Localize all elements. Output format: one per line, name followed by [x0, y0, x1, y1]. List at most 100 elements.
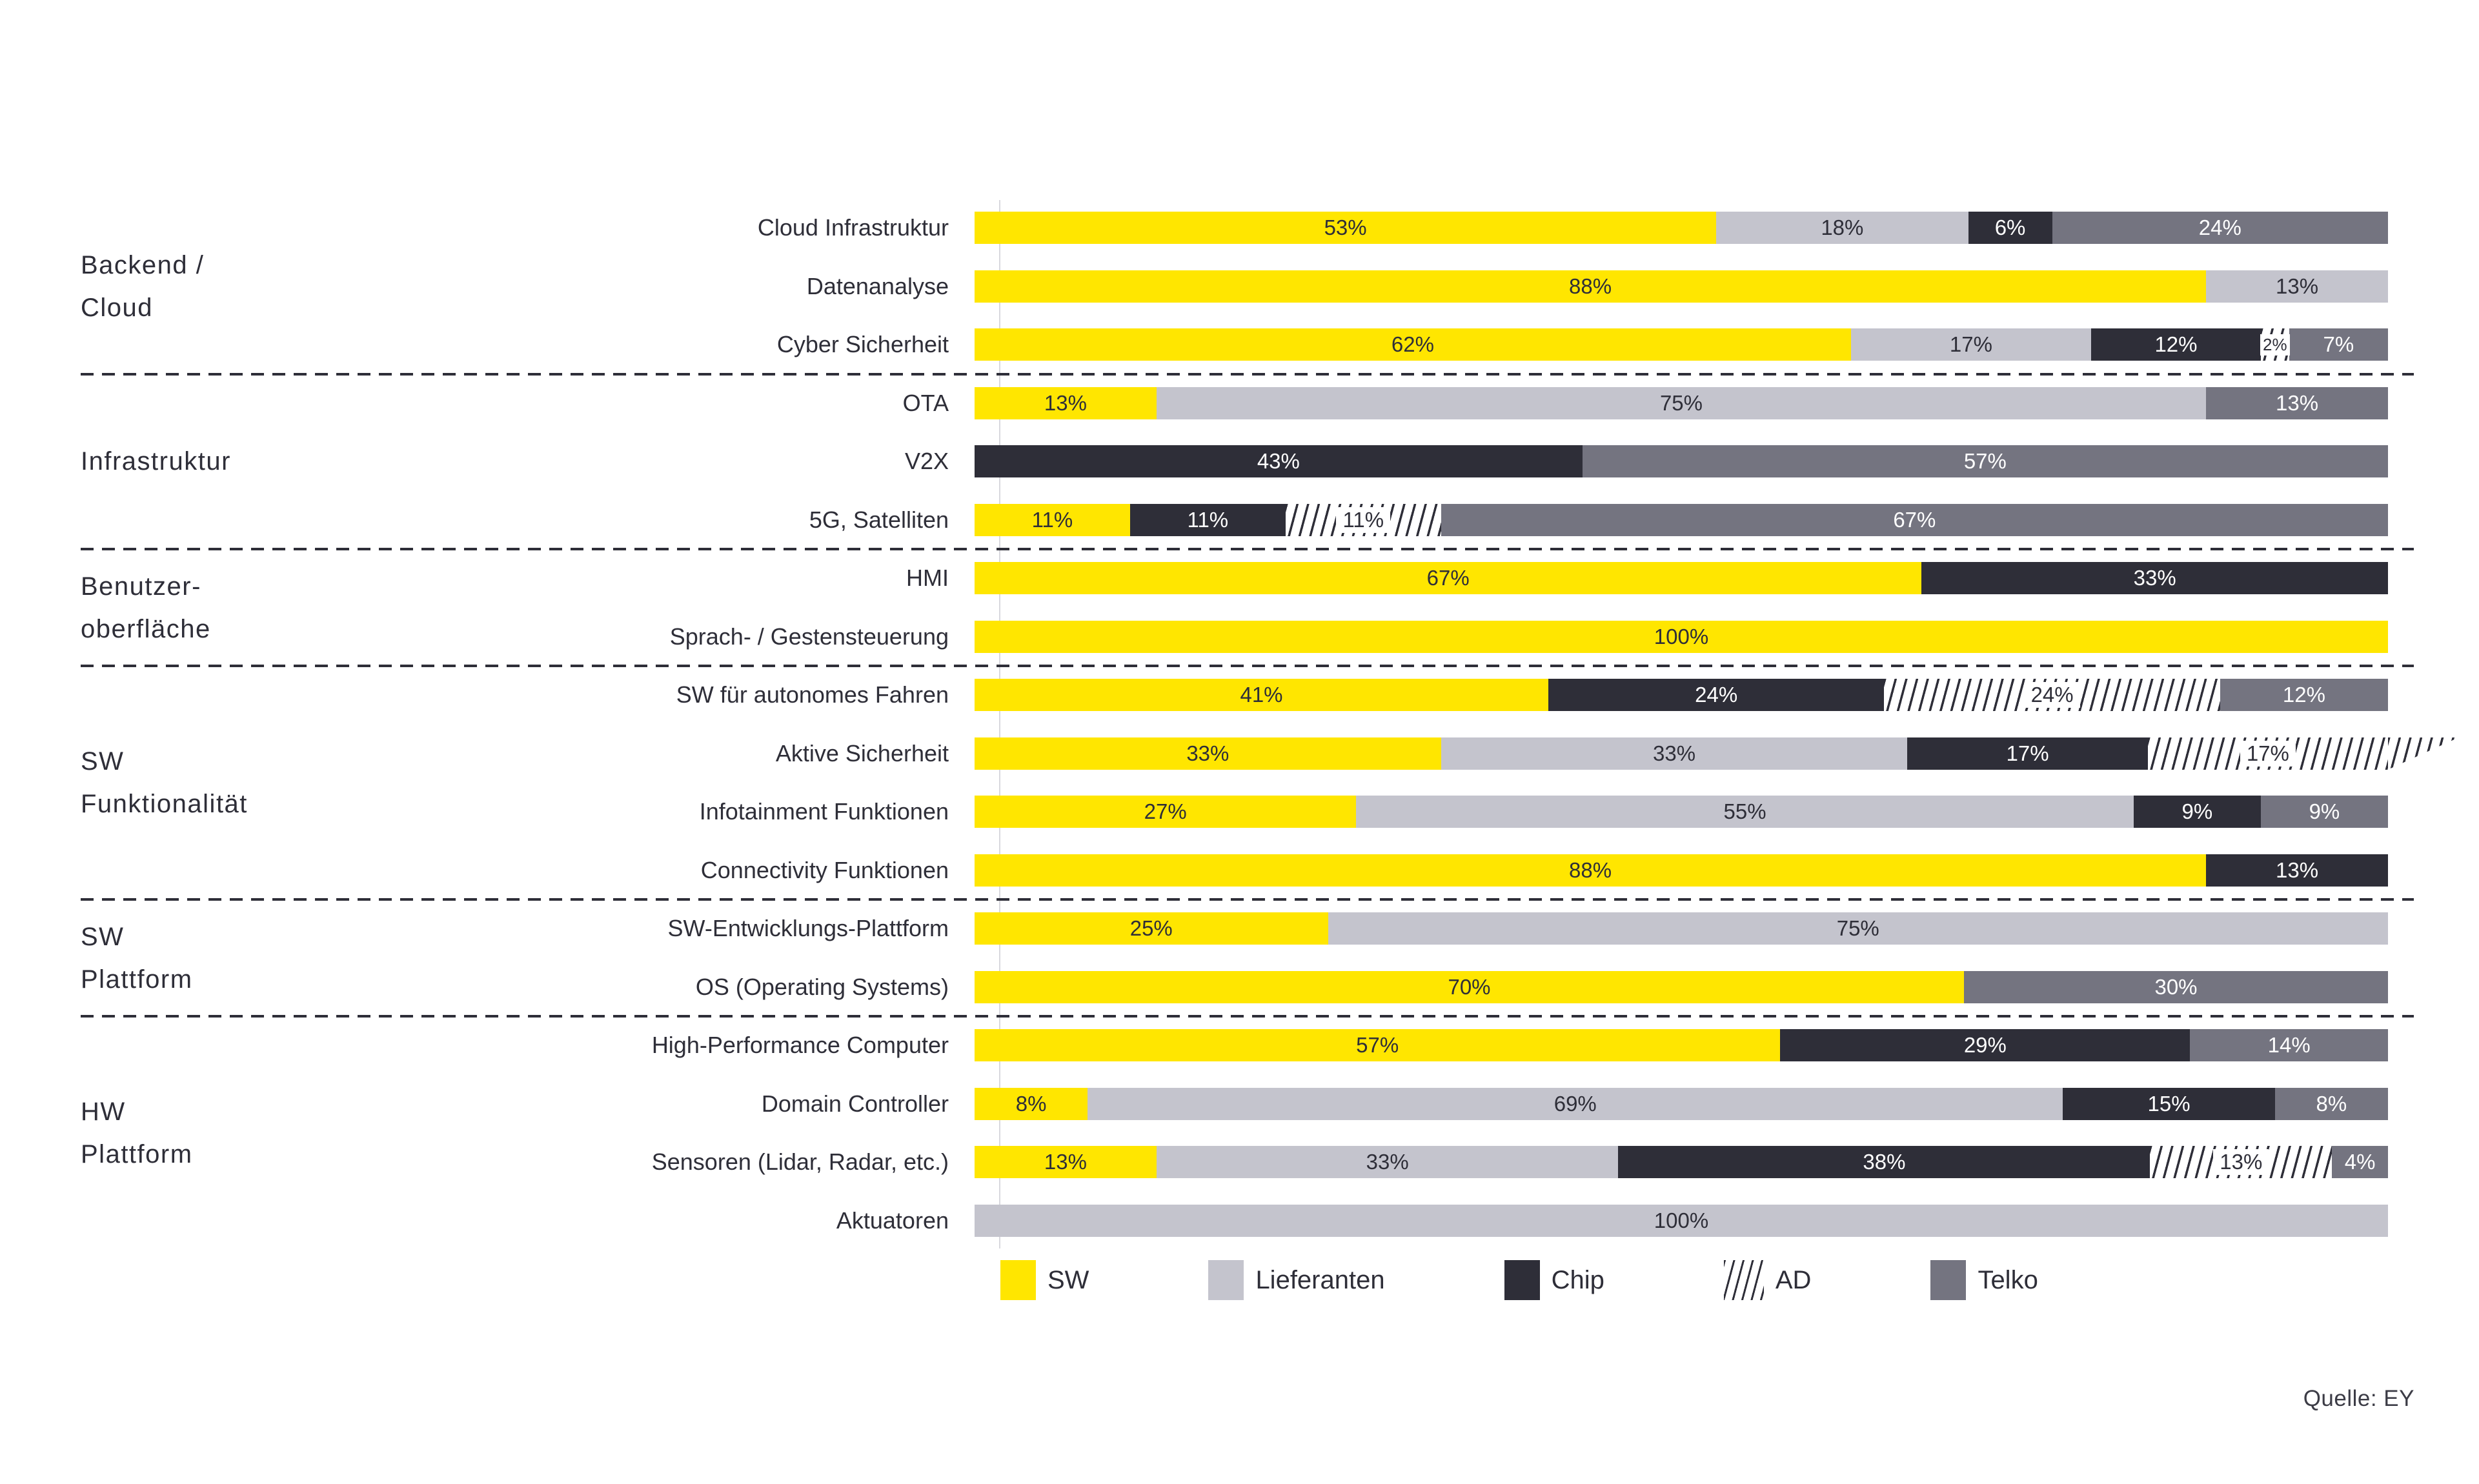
bar: 27% 55% 9% 9%	[975, 796, 2388, 828]
legend-label: Telko	[1978, 1265, 2038, 1294]
bar-segment-lieferanten: 18%	[1716, 212, 1968, 245]
bar: 62% 17% 12% 2% 7%	[975, 328, 2388, 361]
segment-value: 57%	[1963, 449, 2007, 474]
segment-value: 33%	[2133, 566, 2176, 590]
segment-value: 13%	[1044, 1150, 1087, 1174]
bar: 88% 13%	[975, 270, 2388, 303]
chart-row: Connectivity Funktionen 88% 13%	[452, 841, 2479, 900]
bar-segment-lieferanten: 33%	[1156, 1146, 1619, 1179]
row-label: Cyber Sicherheit	[776, 331, 949, 358]
bar-segment-sw: 67%	[975, 562, 1922, 595]
segment-value: 55%	[1723, 799, 1766, 824]
row-label: V2X	[904, 448, 949, 475]
row-label: OS (Operating Systems)	[695, 973, 949, 1000]
segment-value: 24%	[2024, 682, 2080, 708]
group-label-line: Funktionalität	[81, 790, 248, 818]
axis-line	[999, 200, 1000, 1248]
chart-group: Backend / Cloud Cloud Infrastruktur 53% 18% 6…	[0, 199, 2479, 374]
chart-row: Domain Controller 8% 69% 15% 8%	[452, 1075, 2479, 1134]
bar-segment-telko: 7%	[2289, 328, 2388, 361]
legend-swatch-telko	[1930, 1260, 1967, 1300]
segment-value: 75%	[1836, 916, 1879, 941]
bar-segment-telko: 30%	[1964, 970, 2388, 1003]
chart-row: Infotainment Funktionen 27% 55% 9% 9%	[452, 783, 2479, 841]
group-label: HW Plattform	[0, 1016, 452, 1250]
segment-value: 13%	[2213, 1149, 2269, 1176]
segment-value: 12%	[2282, 683, 2325, 707]
bar-segment-sw: 25%	[975, 912, 1328, 945]
bar: 13% 75% 13%	[975, 386, 2388, 419]
segment-value: 13%	[1044, 390, 1087, 415]
bar: 41% 24% 24% 12%	[975, 679, 2388, 712]
chart-group: Benutzer-oberfläche HMI 67% 33% Sprach- / Ge…	[0, 549, 2479, 666]
source-note: Quelle: EY	[2303, 1386, 2414, 1411]
segment-value: 9%	[2181, 799, 2213, 824]
bar-segment-chip: 29%	[1780, 1029, 2191, 1062]
bar-segment-sw: 27%	[975, 796, 1357, 828]
segment-value: 8%	[2316, 1091, 2347, 1116]
legend-item: Lieferanten	[1208, 1260, 1385, 1300]
bar: 57% 29% 14%	[975, 1029, 2388, 1062]
row-label: Sensoren (Lidar, Radar, etc.)	[651, 1148, 949, 1176]
legend-item: SW	[1000, 1260, 1089, 1300]
row-label: HMI	[906, 565, 949, 592]
chart-row: V2X 43% 57%	[452, 432, 2479, 491]
chart-group: SW Funktionalität SW für autonomes Fahren 4…	[0, 666, 2479, 899]
row-label: SW für autonomes Fahren	[676, 681, 949, 708]
segment-value: 25%	[1129, 916, 1173, 941]
bar-segment-lieferanten: 33%	[1441, 737, 1908, 770]
chart-row: High-Performance Computer 57% 29% 14%	[452, 1016, 2479, 1075]
row-label: Connectivity Funktionen	[700, 856, 949, 883]
segment-value: 14%	[2267, 1033, 2311, 1058]
bar-segment-sw: 41%	[975, 679, 1549, 712]
group-separator	[81, 665, 2414, 667]
legend-swatch-lieferanten	[1208, 1260, 1244, 1300]
segment-value: 70%	[1448, 974, 1491, 999]
legend-label: AD	[1775, 1265, 1812, 1294]
bar-segment-lieferanten: 69%	[1088, 1087, 2063, 1120]
bar-segment-telko: 8%	[2274, 1087, 2388, 1120]
stacked-bar-chart: Backend / Cloud Cloud Infrastruktur 53% 18% 6…	[0, 199, 2479, 1250]
bar-segment-telko: 24%	[2052, 212, 2388, 245]
chart-row: Cloud Infrastruktur 53% 18% 6% 24%	[452, 199, 2479, 257]
bar: 88% 13%	[975, 854, 2388, 887]
segment-value: 100%	[1654, 624, 1709, 648]
group-label: Backend / Cloud	[0, 199, 452, 374]
group-label-line: Plattform	[81, 1140, 193, 1168]
chart-row: SW für autonomes Fahren 41% 24% 24% 12%	[452, 666, 2479, 725]
legend-item: Chip	[1504, 1260, 1604, 1300]
bar-segment-sw: 13%	[975, 386, 1157, 419]
chart-group: SW Plattform SW-Entwicklungs-Plattform 25% 7…	[0, 899, 2479, 1016]
bar-segment-telko: 12%	[2220, 679, 2388, 712]
bar-segment-telko: 4%	[2332, 1146, 2388, 1179]
group-label-line: Infrastruktur	[81, 447, 231, 476]
segment-value: 62%	[1391, 332, 1434, 357]
group-separator	[81, 898, 2414, 901]
chart-row: OTA 13% 75% 13%	[452, 374, 2479, 433]
bar-segment-sw: 8%	[975, 1087, 1088, 1120]
legend-label: SW	[1047, 1265, 1089, 1294]
row-label: Domain Controller	[761, 1090, 949, 1117]
group-label-line: SW	[81, 922, 125, 951]
segment-value: 53%	[1324, 216, 1367, 240]
segment-value: 6%	[1994, 216, 2026, 240]
row-label: 5G, Satelliten	[809, 506, 949, 533]
bar-segment-chip: 6%	[1968, 212, 2052, 245]
chart-group: Infrastruktur OTA 13% 75% 13% V2X 43% 57% 5G, Sa…	[0, 374, 2479, 550]
bar-segment-lieferanten: 17%	[1850, 328, 2092, 361]
chart-row: Aktive Sicherheit 33% 33% 17% 17%	[452, 725, 2479, 783]
segment-value: 18%	[1821, 216, 1864, 240]
chart-row: Aktuatoren 100%	[452, 1192, 2479, 1250]
segment-value: 13%	[2276, 274, 2319, 298]
chart-row: 5G, Satelliten 11% 11% 11% 67%	[452, 491, 2479, 550]
bar-segment-telko: 9%	[2260, 796, 2388, 828]
segment-value: 17%	[1949, 332, 1992, 357]
bar-segment-sw: 53%	[975, 212, 1717, 245]
bar: 100%	[975, 620, 2388, 653]
group-label: Infrastruktur	[0, 374, 452, 550]
bar-segment-chip: 24%	[1548, 679, 1885, 712]
bar-segment-telko: 57%	[1582, 445, 2388, 478]
group-label: SW Plattform	[0, 899, 452, 1016]
group-label-line: oberfläche	[81, 614, 211, 643]
row-label: High-Performance Computer	[651, 1032, 949, 1059]
